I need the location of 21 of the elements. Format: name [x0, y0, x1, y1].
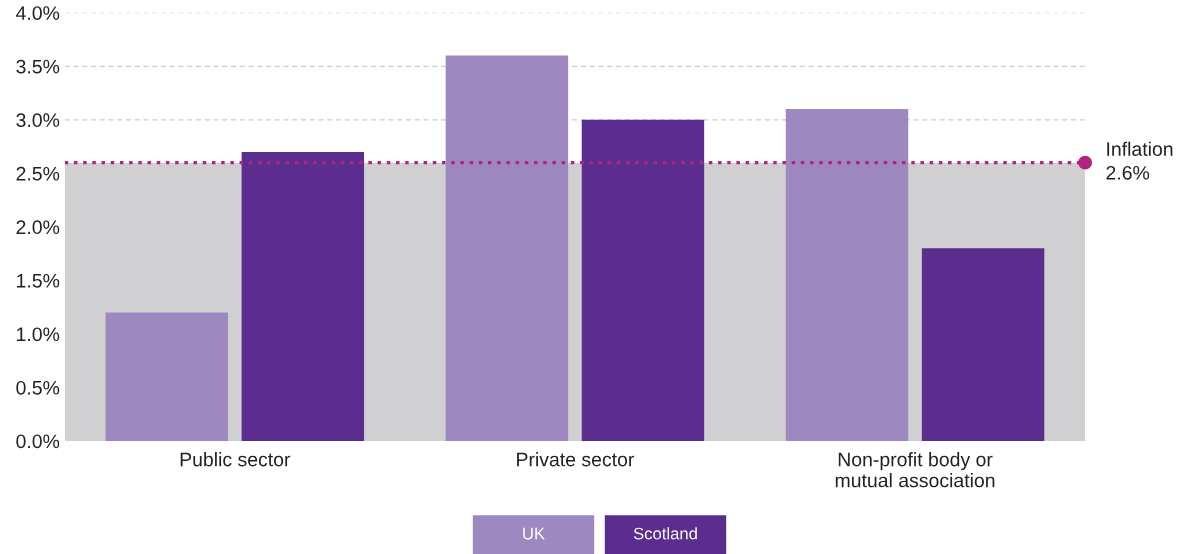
y-tick-label: 1.5%	[17, 273, 60, 288]
text: UK	[523, 527, 545, 540]
x-tick-label: Non-profit body or mutual association	[835, 452, 995, 488]
y-tick-label: 2.0%	[16, 220, 60, 235]
text: Scotland	[633, 527, 697, 540]
x-tick-label: Private sector	[517, 452, 635, 467]
y-tick-label: 3.0%	[16, 113, 60, 128]
y-tick-label: 4.0%	[16, 6, 60, 20]
bar	[241, 151, 365, 441]
y-tick-label: 2.5%	[16, 166, 60, 181]
bar	[105, 312, 228, 441]
y-tick-label: 1.0%	[17, 327, 60, 342]
bar	[785, 109, 909, 441]
bar	[921, 248, 1045, 441]
y-tick-label: 0.0%	[16, 434, 60, 449]
ref-line-label: Inflation 2.6%	[1106, 141, 1173, 180]
bar	[445, 55, 569, 441]
bar	[581, 119, 705, 441]
y-tick-label: 3.5%	[16, 59, 60, 74]
y-tick-label: 0.5%	[16, 380, 60, 395]
x-tick-label: Public sector	[180, 452, 291, 467]
